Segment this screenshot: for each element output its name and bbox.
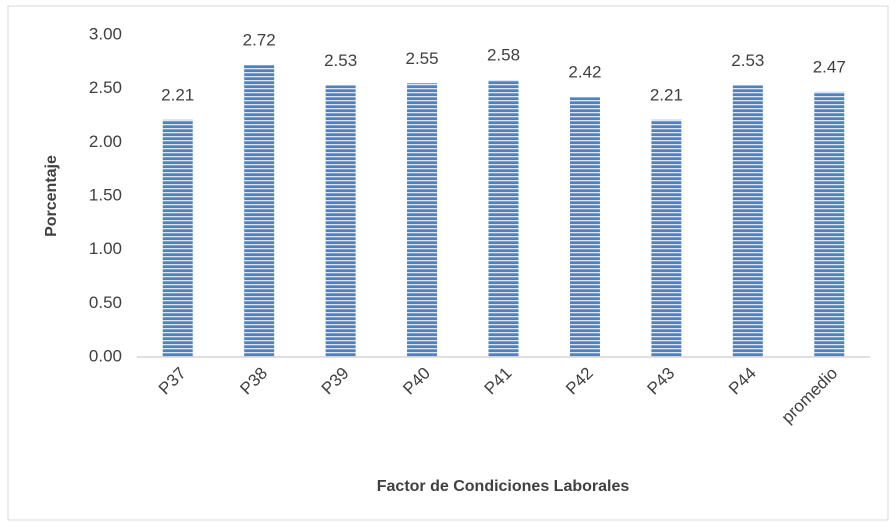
y-tick-label: 2.50 bbox=[89, 78, 122, 97]
data-label: 2.55 bbox=[406, 49, 439, 68]
y-tick-label: 1.50 bbox=[89, 185, 122, 204]
data-label: 2.53 bbox=[324, 51, 357, 70]
data-label: 2.47 bbox=[813, 57, 846, 76]
bar bbox=[407, 83, 438, 358]
bar bbox=[814, 91, 845, 358]
data-label: 2.42 bbox=[568, 63, 601, 82]
data-label: 2.53 bbox=[731, 51, 764, 70]
y-tick-label: 3.00 bbox=[89, 24, 122, 43]
bar bbox=[162, 119, 193, 357]
y-tick-label: 2.00 bbox=[89, 132, 122, 151]
bar bbox=[325, 85, 356, 358]
y-axis-title: Porcentaje bbox=[43, 155, 60, 237]
bar bbox=[651, 119, 682, 357]
bar bbox=[732, 85, 763, 358]
y-tick-label: 1.00 bbox=[89, 239, 122, 258]
y-tick-label: 0.00 bbox=[89, 346, 122, 365]
bar bbox=[488, 80, 519, 357]
data-label: 2.21 bbox=[161, 85, 194, 104]
bar bbox=[244, 65, 275, 357]
y-tick-label: 0.50 bbox=[89, 293, 122, 312]
data-label: 2.58 bbox=[487, 46, 520, 65]
bar bbox=[569, 97, 600, 358]
data-label: 2.21 bbox=[650, 85, 683, 104]
data-label: 2.72 bbox=[243, 31, 276, 50]
x-axis-title: Factor de Condiciones Laborales bbox=[377, 478, 630, 495]
